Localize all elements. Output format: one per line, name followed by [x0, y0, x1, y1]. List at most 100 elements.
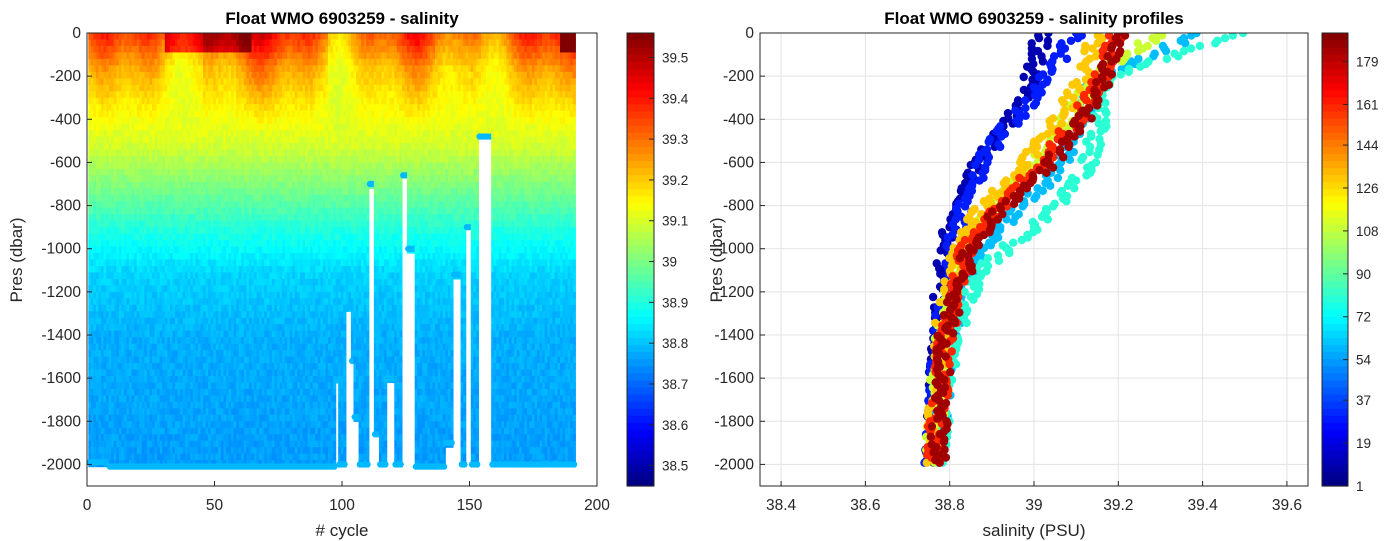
heatmap-cell [152, 278, 156, 286]
heatmap-cell [185, 272, 189, 280]
heatmap-cell [159, 181, 163, 189]
heatmap-cell [129, 369, 133, 377]
heatmap-cell [134, 388, 138, 396]
heatmap-cell [192, 253, 196, 261]
heatmap-cell [95, 201, 100, 209]
heatmap-cell [162, 65, 166, 73]
heatmap-cell [121, 188, 125, 196]
heatmap-cell [106, 227, 110, 235]
heatmap-cell [93, 375, 97, 384]
heatmap-cell [90, 240, 94, 248]
heatmap-cell [129, 298, 133, 306]
heatmap-cell [129, 278, 133, 286]
heatmap-cell [174, 149, 179, 157]
heatmap-cell [152, 356, 156, 364]
heatmap-cell [154, 97, 158, 105]
heatmap-cell [154, 136, 158, 144]
heatmap-cell [111, 337, 115, 345]
heatmap-cell [93, 136, 97, 144]
heatmap-cell [185, 298, 189, 306]
heatmap-cell [167, 369, 171, 377]
heatmap-cell [146, 395, 151, 403]
heatmap-cell [177, 337, 181, 345]
heatmap-cell [146, 363, 151, 371]
heatmap-cell [146, 421, 151, 429]
heatmap-cell [144, 58, 148, 66]
heatmap-cell [108, 278, 112, 286]
heatmap-cell [164, 434, 168, 442]
heatmap-cell [144, 369, 148, 377]
heatmap-cell [106, 91, 110, 99]
heatmap-cell [116, 188, 120, 196]
heatmap-cell [180, 175, 184, 183]
heatmap-cell [101, 194, 105, 202]
heatmap-cell [101, 421, 105, 429]
heatmap-cell [149, 317, 153, 325]
heatmap-cell [90, 324, 94, 332]
heatmap-cell [177, 434, 181, 442]
heatmap-cell [190, 110, 194, 118]
heatmap-cell [88, 91, 92, 99]
heatmap-cell [113, 117, 117, 125]
heatmap-cell [154, 447, 158, 455]
heatmap-cell [157, 434, 161, 442]
heatmap-cell [149, 350, 153, 358]
heatmap-cell [141, 401, 145, 409]
heatmap-cell [182, 427, 186, 435]
heatmap-cell [190, 39, 194, 47]
heatmap-cell [98, 265, 102, 274]
heatmap-cell [93, 97, 97, 105]
heatmap-cell [113, 278, 117, 286]
heatmap-cell [116, 350, 120, 358]
heatmap-cell [123, 421, 128, 429]
heatmap-cell [180, 168, 184, 176]
heatmap-cell [180, 220, 184, 228]
heatmap-cell [111, 162, 115, 170]
heatmap-cell [182, 155, 186, 164]
heatmap-cell [182, 58, 186, 66]
heatmap-cell [169, 78, 174, 86]
heatmap-cell [157, 233, 161, 241]
heatmap-cell [187, 110, 191, 118]
heatmap-cell [90, 337, 94, 345]
heatmap-cell [182, 117, 186, 125]
heatmap-cell [93, 117, 97, 125]
heatmap-cell [174, 363, 179, 371]
heatmap-cell [182, 388, 186, 396]
heatmap-cell [172, 343, 176, 351]
heatmap-cell [154, 337, 158, 345]
heatmap-cell [192, 207, 196, 215]
heatmap-cell [111, 227, 115, 235]
heatmap-cell [192, 414, 196, 422]
heatmap-cell [192, 324, 196, 332]
heatmap-cell [180, 91, 184, 99]
heatmap-cell [182, 278, 186, 286]
heatmap-cell [116, 143, 120, 151]
heatmap-cell [106, 414, 110, 422]
heatmap-cell [177, 453, 181, 461]
heatmap-cell [177, 194, 181, 202]
heatmap-cell [118, 291, 123, 299]
heatmap-cell [157, 97, 161, 105]
heatmap-cell [93, 214, 97, 222]
heatmap-cell [149, 453, 153, 461]
heatmap-cell [177, 168, 181, 176]
heatmap-cell [169, 181, 174, 189]
heatmap-cell [146, 253, 151, 261]
heatmap-cell [192, 401, 196, 409]
heatmap-cell [192, 181, 196, 189]
heatmap-cell [177, 214, 181, 222]
heatmap-cell [192, 45, 196, 54]
heatmap-cell [121, 33, 125, 41]
heatmap-cell [169, 45, 174, 54]
heatmap-cell [121, 214, 125, 222]
heatmap-cell [103, 395, 107, 403]
heatmap-cell [136, 395, 140, 403]
heatmap-cell [177, 440, 181, 448]
heatmap-cell [95, 388, 100, 396]
heatmap-cell [90, 33, 94, 41]
heatmap-cell [98, 343, 102, 351]
heatmap-cell [98, 168, 102, 176]
heatmap-cell [149, 440, 153, 448]
heatmap-cell [144, 337, 148, 345]
